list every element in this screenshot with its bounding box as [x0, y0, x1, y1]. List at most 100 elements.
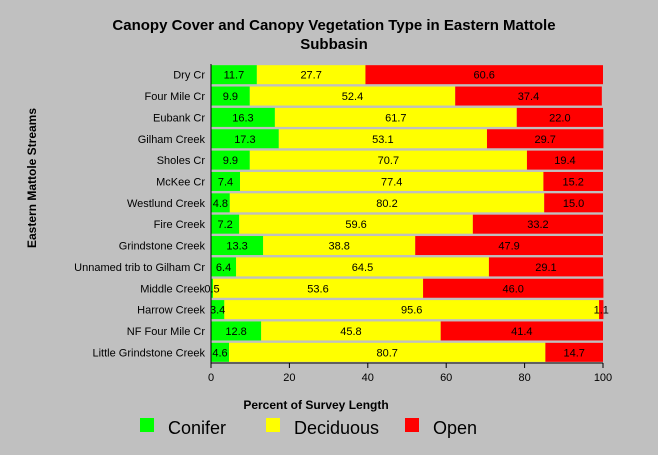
x-tick-label-5: 100: [594, 372, 612, 384]
chart-title-line-2: Subbasin: [300, 36, 368, 53]
data-label-conifer-1: 9.9: [223, 91, 238, 103]
bar-conifer-2: [211, 107, 275, 127]
bar-open-1: [455, 86, 602, 106]
data-label-conifer-0: 11.7: [224, 70, 245, 82]
data-label-conifer-12: 12.8: [225, 326, 246, 338]
legend-label-conifer: Conifer: [168, 418, 226, 438]
bar-open-4: [526, 150, 603, 170]
data-label-deciduous-8: 38.8: [328, 241, 349, 253]
bar-deciduous-10: [212, 278, 424, 298]
category-label-1: Four Mile Cr: [144, 91, 205, 103]
bar-conifer-11: [211, 300, 225, 320]
bar-open-11: [599, 300, 604, 320]
chart-title-line-1: Canopy Cover and Canopy Vegetation Type …: [112, 17, 555, 34]
data-label-open-5: 15.2: [562, 176, 583, 188]
bars-group: [211, 65, 604, 362]
bar-conifer-12: [211, 321, 262, 341]
data-label-deciduous-3: 53.1: [372, 134, 393, 146]
category-label-8: Grindstone Creek: [119, 241, 206, 253]
bar-open-8: [415, 236, 603, 256]
bar-conifer-0: [211, 65, 257, 85]
data-label-deciduous-2: 61.7: [385, 112, 406, 124]
data-label-open-8: 47.9: [498, 241, 519, 253]
bar-deciduous-7: [239, 214, 473, 234]
bar-conifer-5: [211, 171, 241, 191]
bar-deciduous-4: [249, 150, 527, 170]
data-label-deciduous-5: 77.4: [381, 176, 402, 188]
bar-open-7: [472, 214, 603, 234]
bar-conifer-8: [211, 236, 264, 256]
data-label-open-1: 37.4: [518, 91, 539, 103]
data-label-open-11: 1.1: [594, 305, 609, 317]
bar-conifer-7: [211, 214, 240, 234]
bar-conifer-13: [211, 342, 230, 362]
bar-open-3: [486, 129, 604, 149]
bar-deciduous-0: [256, 65, 366, 85]
bar-deciduous-8: [263, 236, 416, 256]
legend-label-open: Open: [433, 418, 477, 438]
bar-conifer-1: [211, 86, 250, 106]
bar-conifer-4: [211, 150, 250, 170]
bar-deciduous-11: [224, 300, 600, 320]
data-label-open-6: 15.0: [563, 198, 584, 210]
category-label-9: Unnamed trib to Gilham Cr: [74, 262, 205, 274]
data-label-deciduous-11: 95.6: [401, 305, 422, 317]
data-label-conifer-3: 17.3: [234, 134, 255, 146]
bar-deciduous-13: [229, 342, 546, 362]
x-tick-label-4: 80: [518, 372, 530, 384]
data-label-conifer-5: 7.4: [218, 176, 233, 188]
bar-conifer-10: [211, 278, 213, 298]
legend-swatch-open: [405, 418, 419, 432]
legend-swatch-conifer: [140, 418, 154, 432]
data-label-conifer-7: 7.2: [217, 219, 232, 231]
x-tick-label-0: 0: [208, 372, 214, 384]
category-label-3: Gilham Creek: [138, 134, 206, 146]
category-label-7: Fire Creek: [154, 219, 206, 231]
data-label-open-13: 14.7: [563, 347, 584, 359]
legend: Conifer Deciduous Open: [140, 418, 477, 438]
data-label-conifer-11: 3.4: [210, 305, 225, 317]
category-label-2: Eubank Cr: [153, 112, 205, 124]
data-label-deciduous-4: 70.7: [378, 155, 399, 167]
bar-deciduous-9: [236, 257, 489, 277]
data-label-open-10: 46.0: [503, 283, 524, 295]
bar-deciduous-12: [261, 321, 441, 341]
data-labels-group: 11.7 27.7 60.6 9.9 52.4 37.4 16.3 61.7 22.0 17.3 5…: [204, 70, 609, 360]
bar-open-0: [365, 65, 603, 85]
data-label-deciduous-1: 52.4: [342, 91, 363, 103]
bar-deciduous-6: [229, 193, 545, 213]
bar-deciduous-2: [274, 107, 517, 127]
bar-open-6: [544, 193, 603, 213]
bar-open-12: [440, 321, 603, 341]
data-label-deciduous-9: 64.5: [352, 262, 373, 274]
data-label-open-12: 41.4: [511, 326, 532, 338]
category-labels-group: Dry Cr Four Mile Cr Eubank Cr Gilham Creek S…: [74, 70, 205, 360]
bar-open-13: [545, 342, 603, 362]
bar-conifer-9: [211, 257, 237, 277]
bar-open-10: [423, 278, 604, 298]
bar-open-9: [488, 257, 603, 277]
data-label-deciduous-10: 53.6: [307, 283, 328, 295]
bar-open-5: [543, 171, 603, 191]
category-label-5: McKee Cr: [156, 176, 205, 188]
data-label-conifer-13: 4.6: [212, 347, 227, 359]
category-label-0: Dry Cr: [173, 70, 205, 82]
bar-conifer-3: [211, 129, 279, 149]
category-label-11: Harrow Creek: [137, 305, 205, 317]
data-label-conifer-8: 13.3: [226, 241, 247, 253]
data-label-conifer-6: 4.8: [213, 198, 228, 210]
data-label-deciduous-0: 27.7: [300, 70, 321, 82]
data-label-conifer-10: 0.5: [204, 283, 219, 295]
category-label-6: Westlund Creek: [127, 198, 206, 210]
x-tick-label-2: 40: [362, 372, 374, 384]
category-label-12: NF Four Mile Cr: [127, 326, 206, 338]
x-tick-label-1: 20: [283, 372, 295, 384]
legend-swatch-deciduous: [266, 418, 280, 432]
category-label-10: Middle Creek: [140, 283, 205, 295]
bar-open-2: [516, 107, 603, 127]
data-label-open-0: 60.6: [474, 70, 495, 82]
data-label-conifer-2: 16.3: [232, 112, 253, 124]
data-label-conifer-9: 6.4: [216, 262, 231, 274]
